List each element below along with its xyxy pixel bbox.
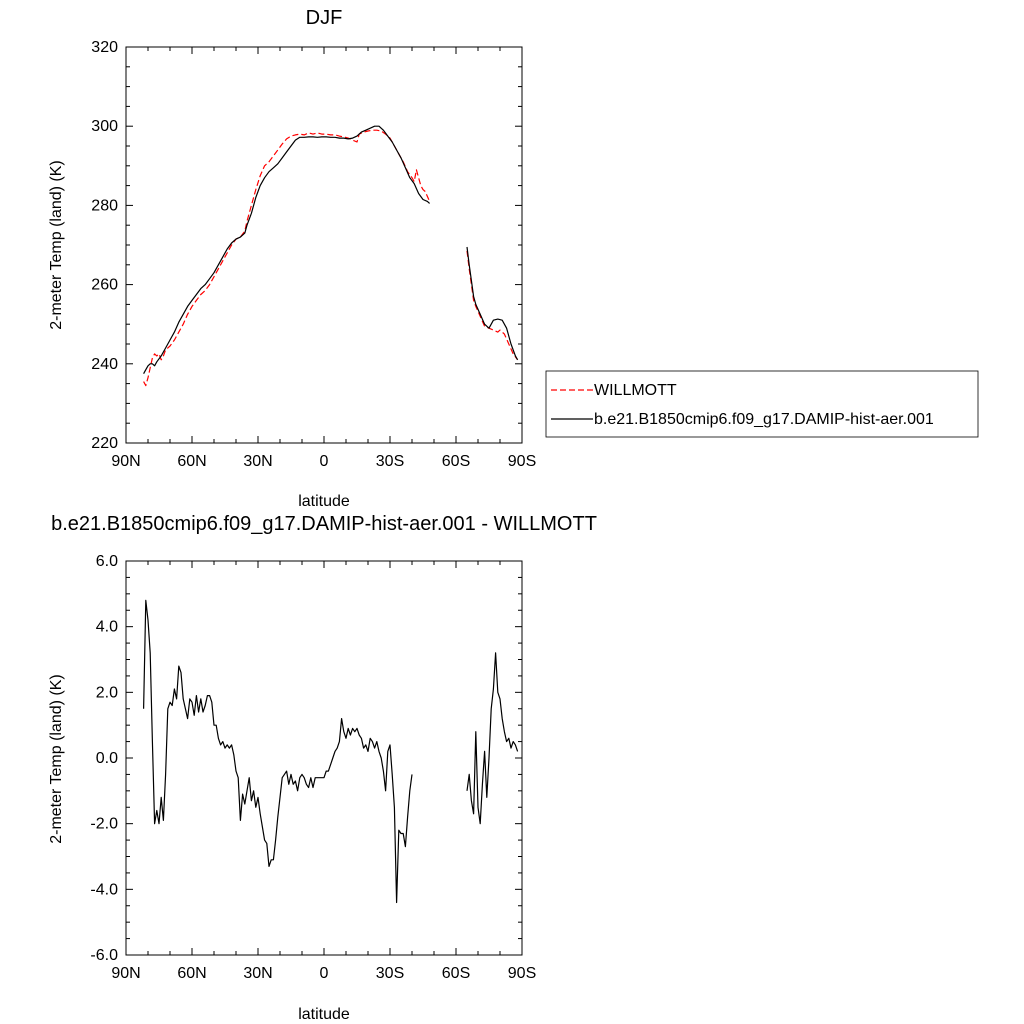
x-axis-label: latitude <box>298 1006 350 1023</box>
series-segment <box>143 125 431 374</box>
legend: WILLMOTT b.e21.B1850cmip6.f09_g17.DAMIP-h… <box>545 370 979 438</box>
legend-label: WILLMOTT <box>594 382 677 399</box>
y-axis-label: 2-meter Temp (land) (K) <box>48 674 65 844</box>
plot-frame <box>125 560 523 956</box>
series-segment <box>143 129 431 387</box>
x-tick-label: 60S <box>442 965 470 982</box>
y-tick-label: 6.0 <box>96 553 118 570</box>
series-line <box>143 125 519 374</box>
y-tick-label: 240 <box>91 356 118 373</box>
y-tick-label: 2.0 <box>96 684 118 701</box>
y-tick-label: -4.0 <box>90 881 118 898</box>
y-tick-label: 4.0 <box>96 619 118 636</box>
x-tick-label: 60N <box>177 965 206 982</box>
chart-title: DJF <box>306 7 343 29</box>
x-axis: 90N 60N 30N 0 30S 60S 90S <box>111 561 536 982</box>
x-tick-label: 60N <box>177 453 206 470</box>
y-tick-label: 280 <box>91 197 118 214</box>
y-axis: 220 240 260 280 300 320 <box>91 39 522 452</box>
x-tick-label: 60S <box>442 453 470 470</box>
y-tick-label: 0.0 <box>96 750 118 767</box>
series-segment <box>143 599 413 904</box>
legend-label: b.e21.B1850cmip6.f09_g17.DAMIP-hist-aer.… <box>594 411 934 428</box>
plot-frame <box>125 46 523 444</box>
y-tick-label: -2.0 <box>90 816 118 833</box>
y-axis-label: 2-meter Temp (land) (K) <box>48 160 65 330</box>
y-axis: -6.0 -4.0 -2.0 0.0 2.0 4.0 6.0 <box>90 553 522 964</box>
x-tick-label: 30S <box>376 965 404 982</box>
y-tick-label: 320 <box>91 39 118 56</box>
series-segment <box>466 250 519 361</box>
y-tick-label: 220 <box>91 435 118 452</box>
x-tick-label: 90S <box>508 453 536 470</box>
y-tick-label: 300 <box>91 118 118 135</box>
chart-djf: DJF 2-meter Temp (land) (K) latitude 90N… <box>48 7 979 510</box>
x-tick-label: 90S <box>508 965 536 982</box>
series-segment <box>466 246 519 361</box>
x-tick-label: 30N <box>243 453 272 470</box>
x-tick-label: 30N <box>243 965 272 982</box>
x-tick-label: 30S <box>376 453 404 470</box>
y-tick-label: -6.0 <box>90 947 118 964</box>
series-segment <box>466 652 519 825</box>
x-tick-label: 0 <box>320 965 329 982</box>
x-tick-label: 90N <box>111 453 140 470</box>
series-line <box>143 599 519 904</box>
y-tick-label: 260 <box>91 277 118 294</box>
x-axis: 90N 60N 30N 0 30S 60S 90S <box>111 47 536 470</box>
x-axis-label: latitude <box>298 493 350 510</box>
series-line <box>143 129 519 387</box>
chart-title: b.e21.B1850cmip6.f09_g17.DAMIP-hist-aer.… <box>51 513 597 535</box>
chart-difference: b.e21.B1850cmip6.f09_g17.DAMIP-hist-aer.… <box>48 513 597 1023</box>
x-tick-label: 0 <box>320 453 329 470</box>
x-tick-label: 90N <box>111 965 140 982</box>
legend-box <box>545 370 979 438</box>
